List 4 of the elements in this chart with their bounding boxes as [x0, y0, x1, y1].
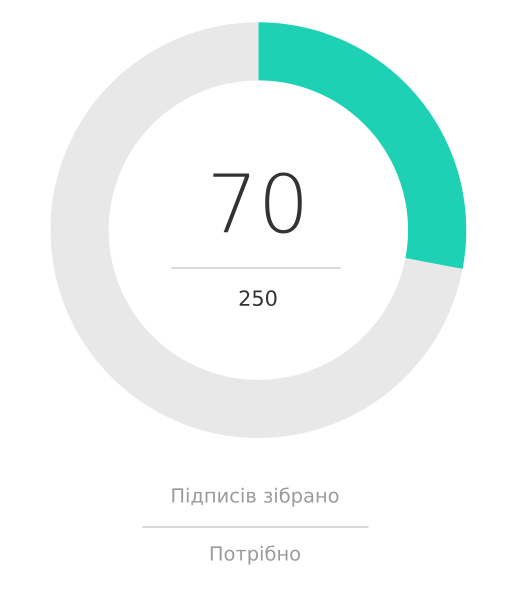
text: 250	[240, 290, 276, 306]
text: Підписів зібрано	[172, 487, 339, 507]
text: Потрібно	[210, 545, 300, 565]
text: 70	[213, 172, 302, 234]
